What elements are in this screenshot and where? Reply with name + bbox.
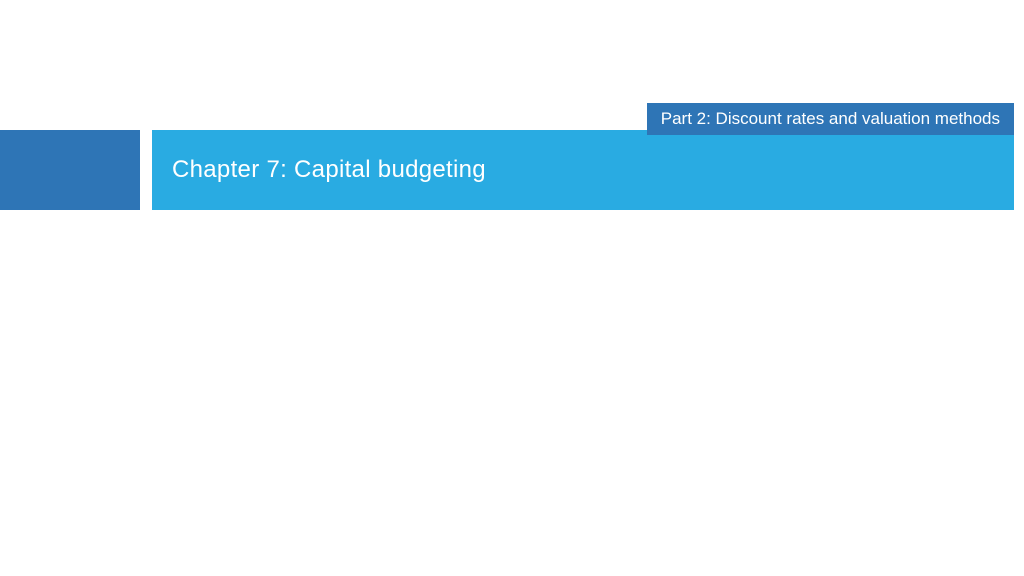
accent-block <box>0 130 140 210</box>
title-block: Chapter 7: Capital budgeting <box>152 130 1014 210</box>
chapter-title: Chapter 7: Capital budgeting <box>172 156 486 184</box>
slide-container: Part 2: Discount rates and valuation met… <box>0 0 1024 576</box>
part-label: Part 2: Discount rates and valuation met… <box>647 103 1014 135</box>
title-bar: Chapter 7: Capital budgeting <box>0 130 1014 210</box>
title-gap <box>140 130 152 210</box>
